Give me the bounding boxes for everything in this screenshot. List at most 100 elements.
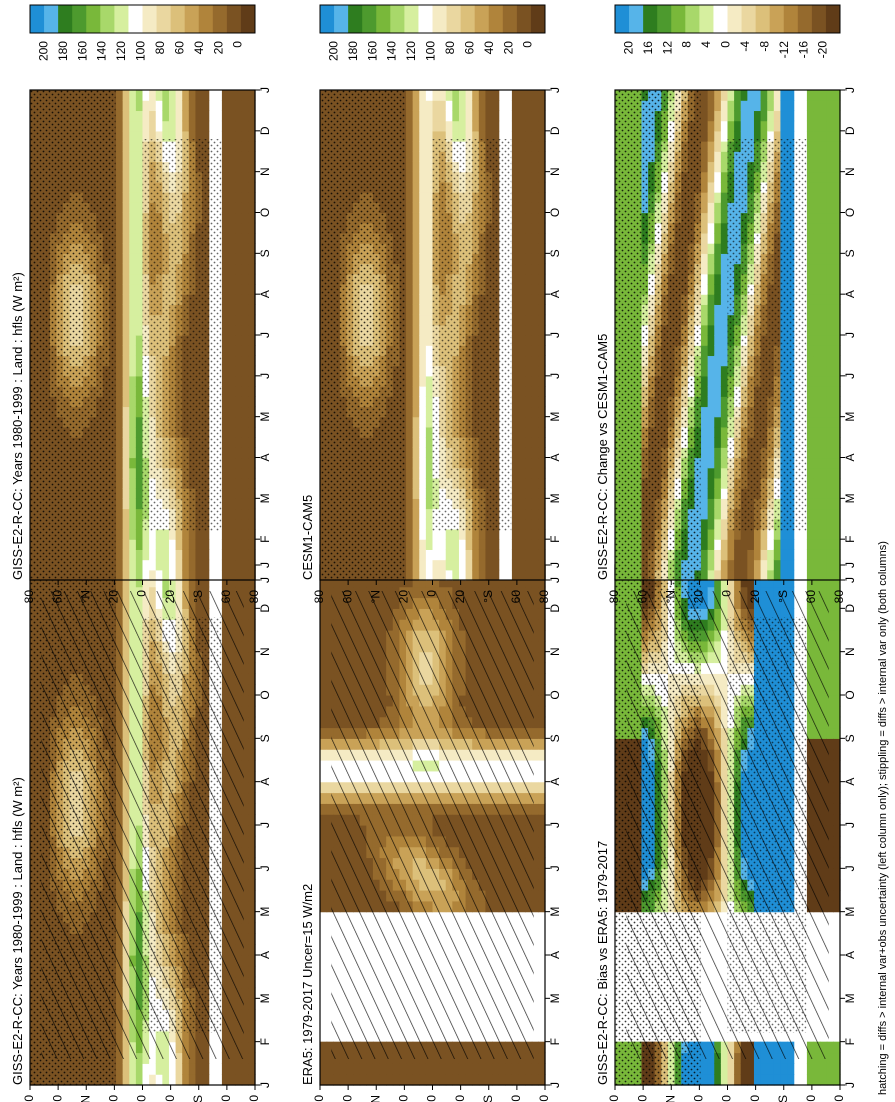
heatmap-cell: [195, 130, 203, 142]
heatmap-cell: [248, 597, 256, 609]
heatmap-cell: [359, 1074, 367, 1086]
heatmap-cell: [116, 263, 124, 275]
heatmap-cell: [202, 559, 210, 571]
heatmap-cell: [235, 141, 243, 152]
heatmap-cell: [188, 120, 197, 132]
heatmap-cell: [366, 575, 374, 588]
heatmap-cell: [248, 375, 256, 387]
heatmap-cell: [122, 314, 130, 326]
heatmap-cell: [129, 151, 137, 163]
month-tick-label: J: [258, 865, 272, 871]
heatmap-cell: [235, 488, 243, 499]
heatmap-cell: [135, 477, 144, 489]
heatmap-cell: [228, 151, 236, 163]
heatmap-cell: [155, 1074, 163, 1086]
heatmap-cell: [202, 90, 210, 101]
month-tick-label: S: [258, 734, 272, 742]
heatmap-cell: [228, 477, 236, 489]
heatmap-cell: [320, 662, 328, 674]
heatmap-cell: [241, 243, 249, 254]
heatmap-cell: [531, 673, 539, 685]
heatmap-cell: [228, 539, 236, 550]
heatmap-cell: [228, 406, 236, 418]
heatmap-cell: [221, 447, 230, 459]
heatmap-cell: [116, 324, 124, 336]
heatmap-cell: [248, 684, 256, 696]
lat-tick-label: °N: [78, 1095, 92, 1102]
heatmap-cell: [162, 90, 170, 101]
heatmap-cell: [538, 770, 546, 783]
heatmap-cell: [241, 345, 249, 357]
heatmap-cell: [248, 243, 256, 254]
heatmap-cell: [129, 1063, 137, 1075]
heatmap-cell: [235, 528, 243, 540]
heatmap-cell: [228, 375, 236, 387]
heatmap-cell: [116, 559, 124, 571]
heatmap-cell: [518, 1074, 526, 1086]
heatmap-cell: [538, 619, 546, 631]
heatmap-cell: [122, 243, 130, 254]
heatmap-cell: [122, 171, 130, 183]
heatmap-cell: [202, 528, 210, 540]
heatmap-cell: [135, 90, 144, 101]
heatmap-cell: [248, 447, 256, 459]
heatmap-cell: [241, 825, 249, 837]
heatmap-cell: [326, 575, 334, 588]
heatmap-cell: [445, 1063, 453, 1075]
heatmap-cell: [221, 314, 230, 326]
heatmap-cell: [162, 549, 170, 561]
heatmap-cell: [326, 835, 334, 848]
heatmap-cell: [326, 695, 334, 707]
heatmap-cell: [135, 120, 144, 132]
heatmap-cell: [538, 575, 546, 588]
heatmap-cell: [142, 120, 150, 132]
heatmap-cell: [135, 294, 144, 305]
heatmap-cell: [155, 569, 163, 581]
heatmap-cell: [228, 498, 236, 510]
heatmap-cell: [129, 549, 137, 561]
heatmap-cell: [135, 447, 144, 459]
heatmap-cell: [248, 192, 256, 203]
heatmap-cell: [248, 110, 256, 122]
heatmap-cell: [379, 1074, 387, 1086]
heatmap-cell: [202, 1063, 210, 1075]
heatmap-cell: [339, 575, 348, 588]
heatmap-cell: [326, 1052, 334, 1064]
heatmap-cell: [326, 716, 334, 729]
heatmap-cell: [465, 1074, 473, 1086]
heatmap-cell: [452, 575, 460, 588]
heatmap-cell: [248, 345, 256, 357]
heatmap-cell: [241, 263, 249, 275]
heatmap-cell: [235, 437, 243, 448]
heatmap-cell: [326, 630, 334, 642]
heatmap-cell: [241, 814, 249, 826]
heatmap-cell: [168, 110, 177, 122]
heatmap-cell: [129, 396, 137, 408]
heatmap-cell: [531, 662, 539, 674]
heatmap-cell: [538, 1074, 546, 1086]
heatmap-cell: [122, 181, 130, 193]
heatmap-cell: [399, 1063, 407, 1075]
heatmap-cell: [531, 575, 539, 588]
heatmap-cell: [320, 1063, 328, 1075]
heatmap-cell: [122, 528, 130, 540]
heatmap-cell: [168, 539, 177, 550]
heatmap-cell: [326, 586, 334, 599]
heatmap-cell: [320, 792, 328, 804]
heatmap-cell: [406, 1063, 414, 1075]
heatmap-cell: [241, 120, 249, 132]
heatmap-cell: [122, 120, 130, 132]
heatmap-cell: [129, 130, 137, 142]
heatmap-cell: [221, 273, 230, 285]
heatmap-cell: [379, 575, 387, 588]
heatmap-cell: [241, 386, 249, 397]
heatmap-cell: [228, 243, 236, 254]
heatmap-cell: [202, 110, 210, 122]
heatmap-cell: [248, 965, 256, 978]
heatmap-cell: [168, 569, 177, 581]
heatmap-cell: [129, 518, 137, 530]
heatmap-cell: [129, 263, 137, 275]
heatmap-cell: [531, 619, 539, 631]
heatmap-cell: [320, 586, 328, 599]
